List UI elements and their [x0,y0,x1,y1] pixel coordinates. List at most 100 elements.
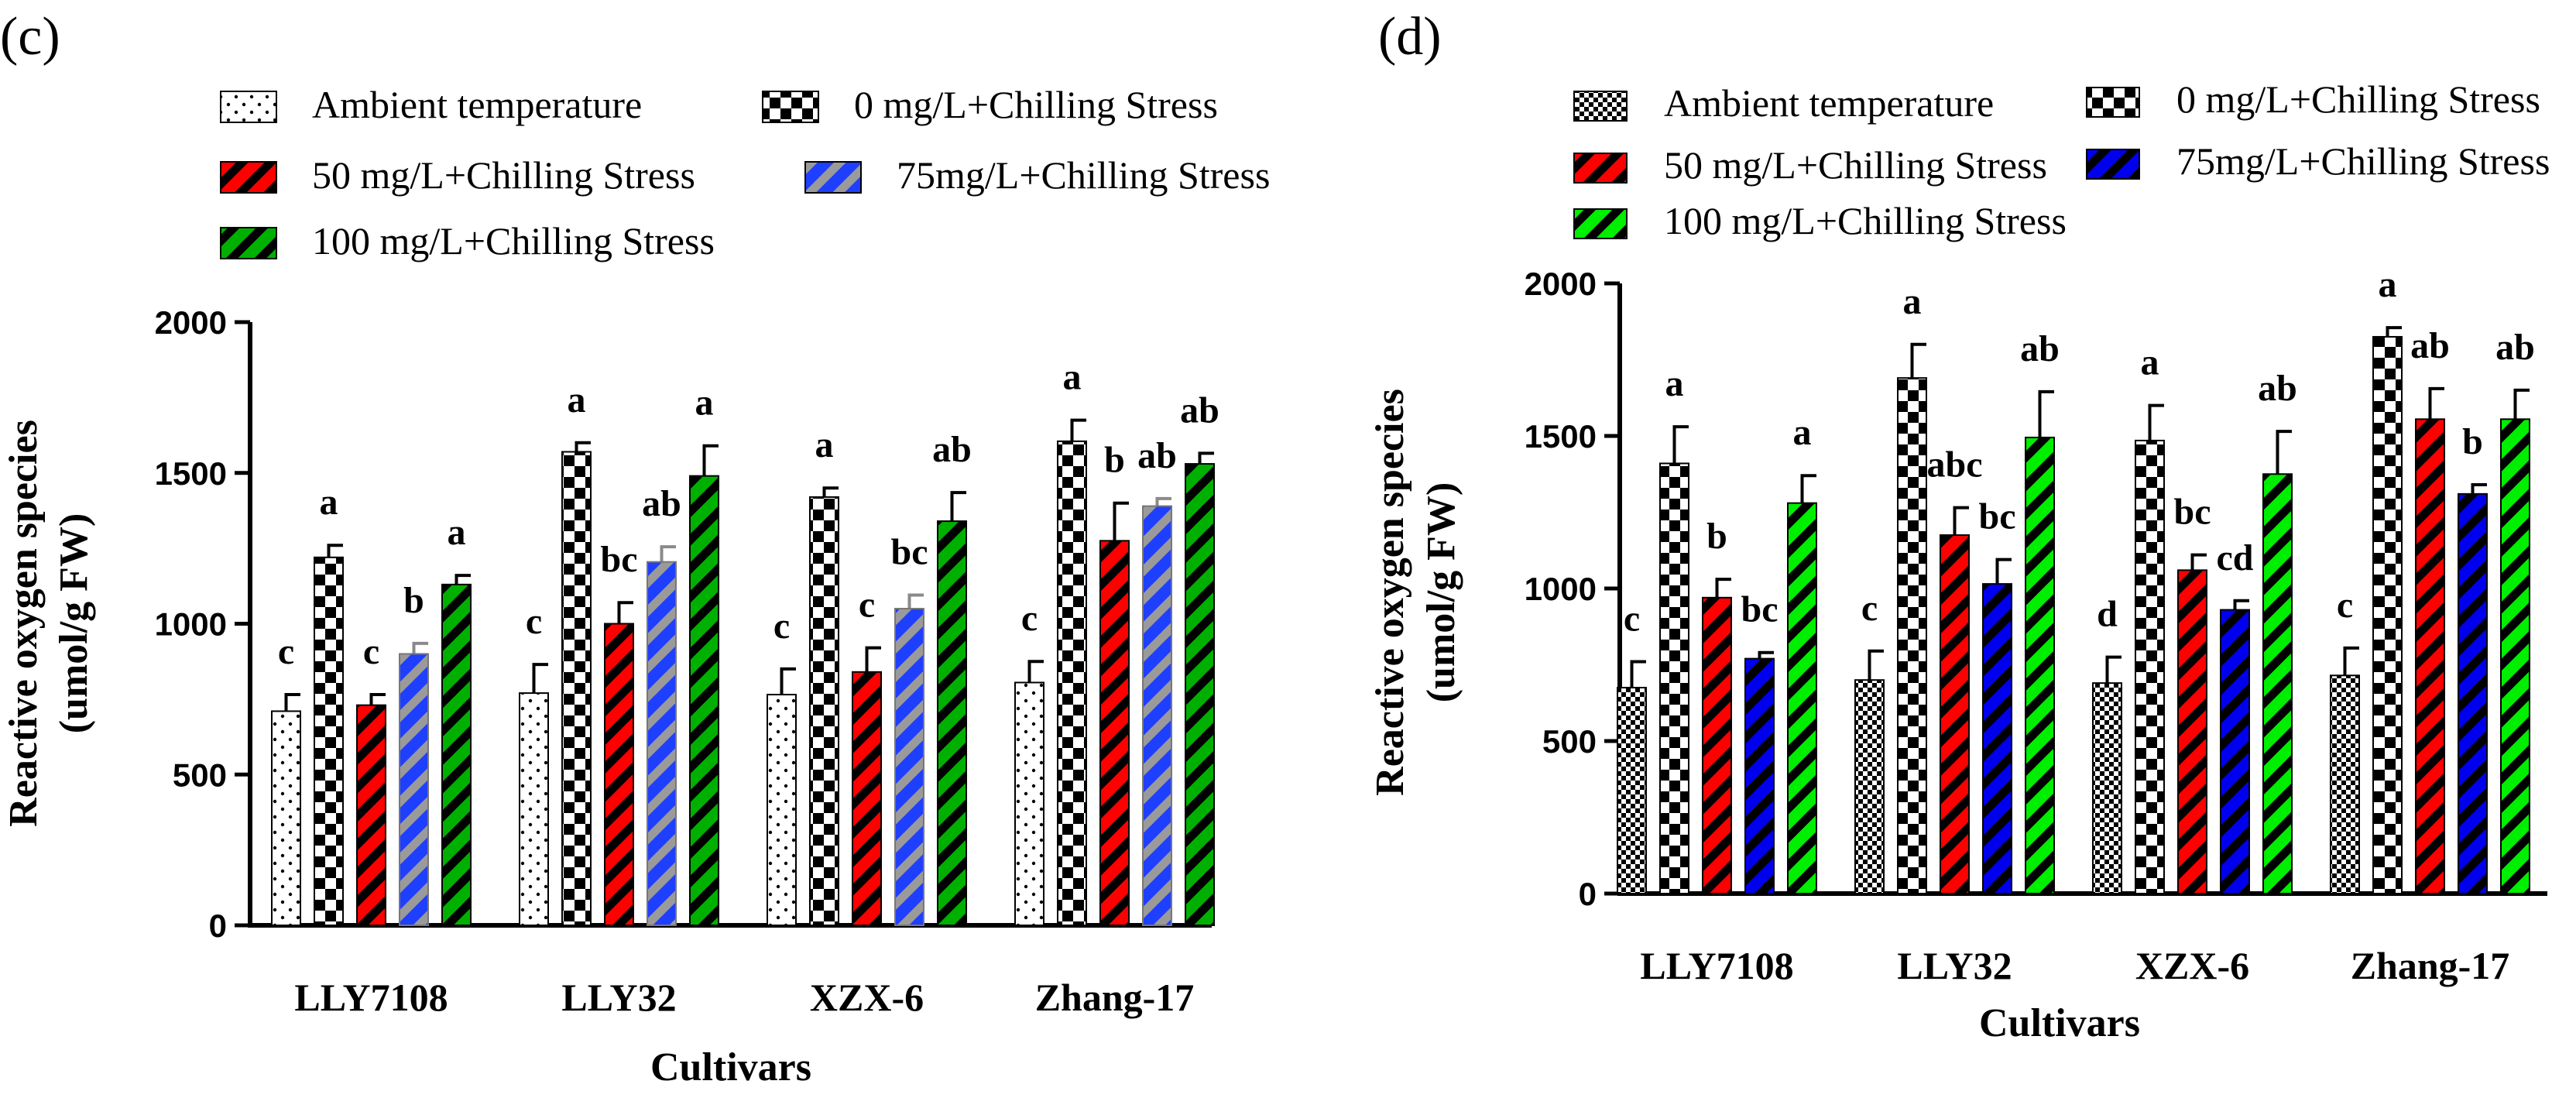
bar [1142,505,1172,926]
bar [1854,679,1885,894]
significance-label: cd [2217,537,2254,578]
bar [2262,473,2293,894]
y-tick-label: 500 [1542,723,1597,760]
bar [689,475,719,926]
panel-label: (c) [0,7,60,67]
legend-label: Ambient temperature [312,83,642,126]
bar [1982,583,2012,895]
significance-label: a [2141,342,2159,383]
significance-label: bc [891,531,928,572]
x-tick-label: LLY7108 [294,976,448,1019]
bar [399,653,429,926]
significance-label: ab [2258,368,2297,409]
significance-label: ab [1137,435,1177,476]
significance-label: a [568,379,586,420]
significance-label: a [695,383,714,424]
y-tick-label: 2000 [1525,266,1597,302]
significance-label: b [1706,516,1727,557]
bar [2458,492,2488,894]
significance-label: abc [1927,444,1983,486]
legend-label: 100 mg/L+Chilling Stress [1664,199,2067,242]
significance-label: a [1793,412,1812,453]
bar [271,710,301,927]
legend-swatch [2086,87,2140,118]
x-tick-label: LLY32 [561,976,676,1019]
x-axis-title: Cultivars [650,1045,811,1089]
significance-label: b [403,580,424,621]
y-tick-label: 2000 [155,304,227,341]
bar [767,694,797,926]
bar [809,496,839,926]
significance-label: bc [2174,492,2211,533]
significance-label: c [2337,585,2353,626]
bar [2372,335,2403,894]
bar [2135,439,2165,894]
x-tick-label: XZX-6 [2135,944,2249,987]
panel-d: (d) Ambient temperature 0 mg/L+Chilling St… [1368,7,2550,1045]
significance-label: ab [642,483,681,524]
bar [604,623,634,926]
bar [441,583,472,926]
significance-label: a [1665,363,1684,404]
y-tick-label: 1500 [155,455,227,492]
bar [519,692,549,927]
bar [2500,418,2530,894]
x-axis-title: Cultivars [1979,1001,2140,1045]
significance-label: c [526,601,542,642]
significance-label: c [773,606,790,647]
bar [1057,440,1087,926]
y-tick-label: 1000 [1525,571,1597,607]
legend-swatch [2086,149,2140,180]
significance-label: c [363,631,379,672]
y-tick-label: 0 [209,908,227,944]
significance-label: ab [932,429,972,470]
y-axis-title: Reactive oxygen species [2,420,46,827]
significance-label: ab [2020,328,2060,369]
legend-label: Ambient temperature [1664,81,1994,125]
significance-label: bc [1979,496,2016,537]
legend-label: 50 mg/L+Chilling Stress [312,153,695,197]
bar [1897,377,1927,894]
significance-label: bc [601,539,638,580]
legend-swatch [804,161,862,194]
significance-label: ab [2495,327,2535,368]
significance-label: a [815,424,834,465]
legend-swatch [220,91,277,123]
legend-swatch [1573,91,1628,122]
significance-label: a [320,482,338,523]
x-tick-label: Zhang-17 [1035,976,1195,1019]
bar [1099,540,1130,926]
significance-label: a [1903,281,1922,322]
y-axis-title: Reactive oxygen species [1368,389,1412,796]
bar [1787,502,1817,894]
significance-label: a [1063,357,1082,398]
significance-label: bc [1741,589,1779,630]
legend-label: 75mg/L+Chilling Stress [2176,139,2550,183]
bar [1940,534,1970,894]
significance-label: c [1021,598,1038,639]
significance-label: b [1104,440,1125,481]
legend-label: 50 mg/L+Chilling Stress [1664,143,2047,187]
legend-swatch [1573,208,1628,239]
bar [894,608,924,927]
y-tick-label: 1000 [155,606,227,643]
legend-label: 0 mg/L+Chilling Stress [854,83,1218,126]
bar [2092,682,2122,894]
bar [2025,436,2055,894]
legend-label: 75mg/L+Chilling Stress [897,153,1270,197]
bar [1659,462,1689,894]
bar [852,671,882,926]
significance-label: b [2462,421,2483,462]
significance-label: ab [2410,325,2450,366]
significance-label: c [1624,599,1640,640]
y-axis-title: (umol/g FW) [1419,482,1463,703]
bar [1617,687,1647,894]
legend-swatch [220,161,277,194]
bar [2220,609,2250,895]
bar [2415,418,2445,894]
y-tick-label: 1500 [1525,418,1597,455]
y-tick-label: 0 [1579,876,1597,912]
significance-label: c [859,585,875,626]
bar [1744,657,1775,894]
